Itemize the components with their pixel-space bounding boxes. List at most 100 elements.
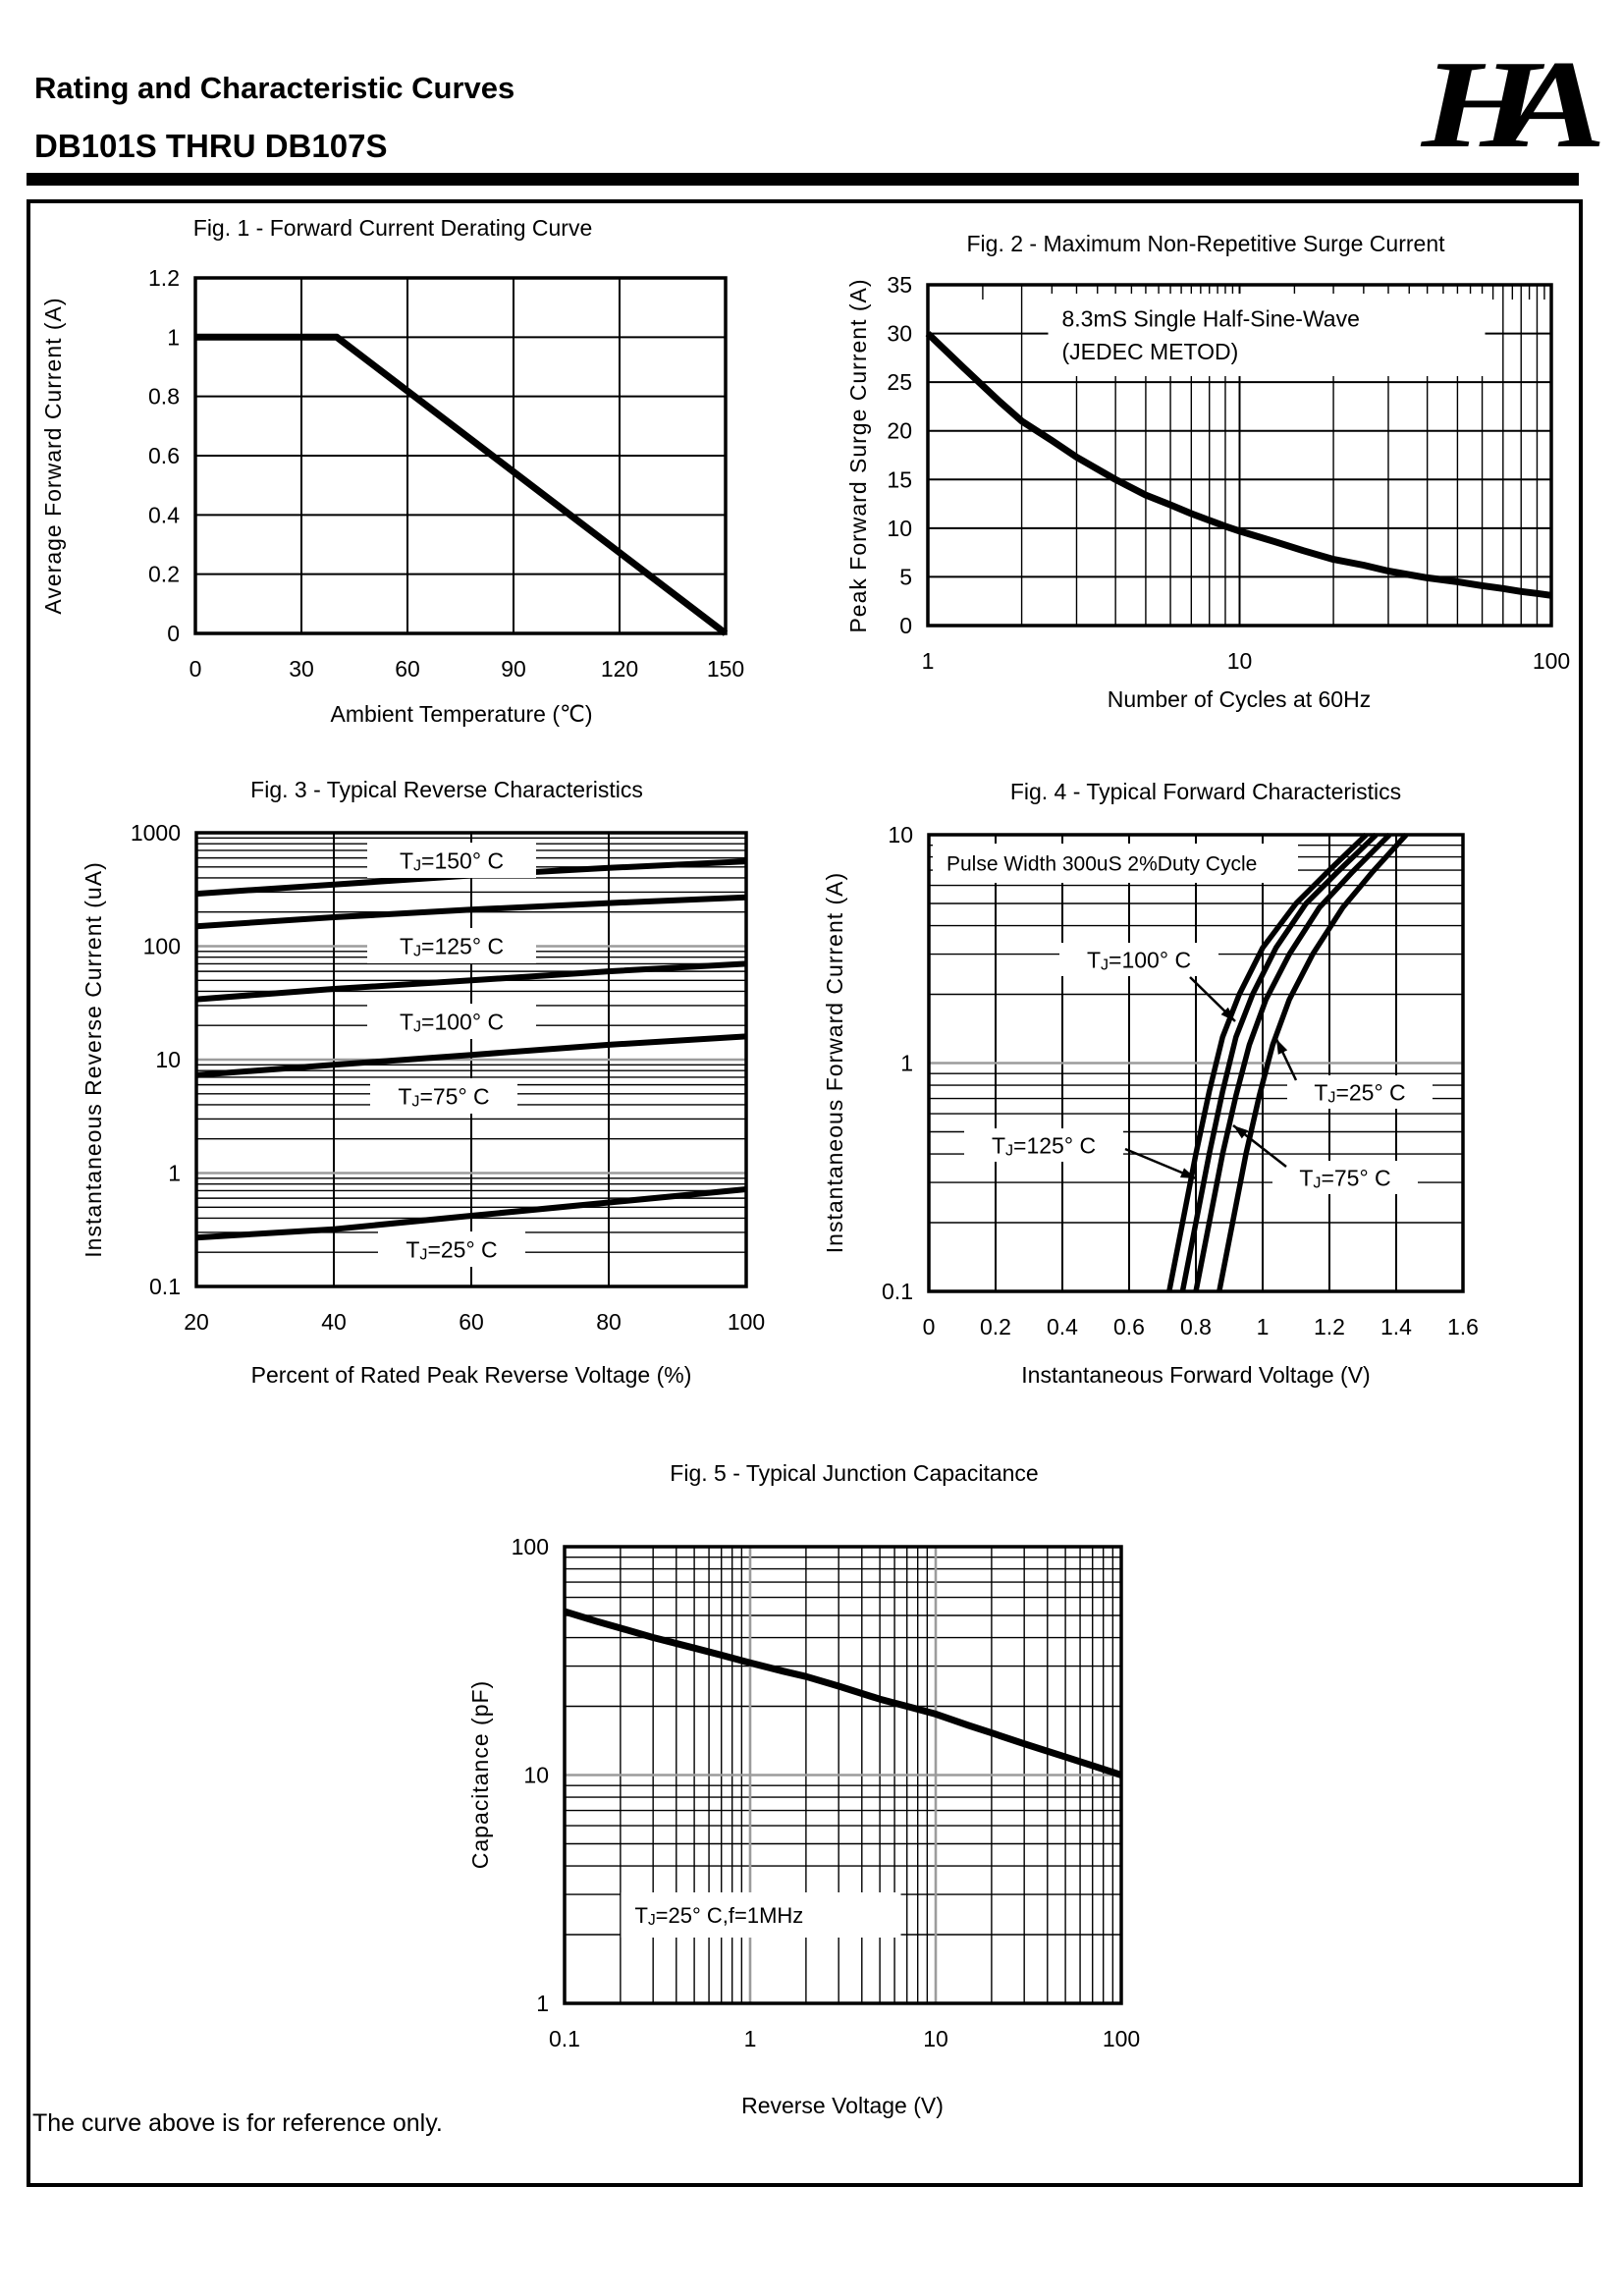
- fig5-x-tick: 100: [1103, 2026, 1140, 2051]
- fig1-y-tick: 0.4: [148, 502, 180, 527]
- figure-fig2: 8.3mS Single Half-Sine-Wave (JEDEC METOD)…: [845, 231, 1570, 712]
- fig4-y-tick: 1: [900, 1051, 913, 1076]
- fig4-curve-label: Pulse Width 300uS 2%Duty Cycle: [947, 853, 1257, 876]
- page-title: Rating and Characteristic Curves: [34, 71, 515, 105]
- fig5-title: Fig. 5 - Typical Junction Capacitance: [670, 1460, 1038, 1486]
- fig4-x-tick: 0.6: [1113, 1314, 1145, 1339]
- fig4-label-box: [964, 1128, 1123, 1162]
- fig1-x-tick: 60: [395, 656, 420, 682]
- fig2-y-tick: 25: [887, 369, 912, 395]
- fig1-x-tick: 30: [289, 656, 314, 682]
- fig1-y-tick: 0.8: [148, 384, 180, 410]
- fig5-plot-border: [563, 1545, 1123, 2005]
- fig4-y-tick: 0.1: [882, 1279, 913, 1304]
- fig3-y-tick: 100: [143, 934, 181, 959]
- fig3-x-tick: 80: [596, 1309, 622, 1335]
- fig3-x-tick: 20: [184, 1309, 209, 1335]
- fig3-curve-label: TJ=100° C: [400, 1009, 504, 1035]
- fig2-y-axis-title: Peak Forward Surge Current (A): [845, 278, 871, 632]
- part-number-range: DB101S THRU DB107S: [34, 128, 388, 164]
- fig4-curve-tj-100: [1179, 833, 1379, 1292]
- fig3-curve-tj-75: [195, 1033, 747, 1078]
- fig3-x-tick: 100: [728, 1309, 765, 1335]
- reference-note: The curve above is for reference only.: [32, 2109, 443, 2137]
- figure-fig3: TJ=150° C TJ=125° C TJ=100° C TJ=75° C TJ=25…: [81, 777, 765, 1388]
- fig4-curve-tj-25: [1217, 833, 1409, 1292]
- fig3-curve-label: TJ=25° C: [406, 1236, 497, 1263]
- fig4-x-tick: 1: [1257, 1314, 1270, 1339]
- fig2-y-tick: 20: [887, 418, 912, 444]
- fig4-curve-label: TJ=100° C: [1087, 947, 1191, 973]
- fig3-label-box: [367, 843, 536, 878]
- fig3-y-tick: 1000: [131, 820, 181, 846]
- fig2-x-axis-title: Number of Cycles at 60Hz: [1108, 686, 1371, 712]
- fig4-curve-label: TJ=125° C: [992, 1132, 1096, 1159]
- fig2-x-tick: 100: [1533, 648, 1570, 674]
- fig4-label-box: [1059, 943, 1218, 976]
- fig2-curve-surge: [925, 331, 1552, 599]
- fig2-plot-border: [926, 283, 1553, 628]
- fig2-curve-label: (JEDEC METOD): [1062, 339, 1239, 364]
- fig4-x-tick: 0.4: [1047, 1314, 1078, 1339]
- fig1-title: Fig. 1 - Forward Current Derating Curve: [193, 215, 592, 241]
- fig1-y-tick: 0.6: [148, 443, 180, 468]
- fig5-x-axis-title: Reverse Voltage (V): [741, 2093, 944, 2118]
- fig2-y-tick: 15: [887, 466, 912, 492]
- fig4-plot-border: [927, 833, 1465, 1293]
- figure-fig1: 0 30 60 90 120 150 0 0.2 0.4 0.6 0.8 1 1.2 Fig. 1 - F…: [40, 215, 744, 727]
- fig3-x-axis-title: Percent of Rated Peak Reverse Voltage (%…: [251, 1362, 692, 1388]
- fig3-curve-label: TJ=150° C: [400, 847, 504, 874]
- fig4-x-tick: 1.6: [1447, 1314, 1479, 1339]
- fig3-curve-tj-125: [195, 894, 747, 930]
- fig2-label-box: [1048, 294, 1486, 376]
- fig3-x-tick: 60: [459, 1309, 484, 1335]
- fig4-curve-label: TJ=25° C: [1314, 1079, 1405, 1106]
- header-divider-bar: [27, 173, 1579, 186]
- fig4-x-tick: 0.2: [980, 1314, 1011, 1339]
- fig3-label-box: [367, 1004, 536, 1039]
- fig4-curve-tj-75: [1193, 833, 1392, 1292]
- fig5-label-box: [621, 1892, 901, 1938]
- fig2-x-tick: 10: [1227, 648, 1253, 674]
- fig5-x-tick: 0.1: [549, 2026, 580, 2051]
- figure-fig4: Pulse Width 300uS 2%Duty Cycle TJ=100° C T…: [822, 779, 1479, 1388]
- fig2-y-tick: 5: [899, 564, 912, 589]
- fig3-curve-tj-25: [195, 1186, 747, 1241]
- fig2-curve-label: 8.3mS Single Half-Sine-Wave: [1062, 306, 1360, 332]
- fig3-plot-border: [194, 831, 748, 1288]
- fig4-label-box: [933, 844, 1298, 883]
- fig1-y-axis-title: Average Forward Current (A): [40, 297, 66, 614]
- fig2-y-tick: 0: [899, 613, 912, 638]
- fig1-x-tick: 120: [601, 656, 638, 682]
- fig4-y-axis-title: Instantaneous Forward Current (A): [822, 872, 847, 1253]
- fig1-x-tick: 150: [707, 656, 744, 682]
- fig3-y-tick: 10: [155, 1047, 181, 1072]
- fig4-curve-label: TJ=75° C: [1299, 1165, 1390, 1191]
- fig4-x-tick: 1.2: [1314, 1314, 1345, 1339]
- fig2-x-tick: 1: [922, 648, 935, 674]
- fig3-y-axis-title: Instantaneous Reverse Current (uA): [81, 861, 106, 1257]
- fig4-x-tick: 0.8: [1180, 1314, 1212, 1339]
- fig1-x-axis-title: Ambient Temperature (℃): [330, 701, 592, 727]
- fig3-x-tick: 40: [321, 1309, 347, 1335]
- fig1-y-tick: 1.2: [148, 265, 180, 291]
- fig3-label-box: [378, 1231, 525, 1267]
- fig1-x-tick: 90: [501, 656, 526, 682]
- fig3-title: Fig. 3 - Typical Reverse Characteristics: [250, 777, 643, 802]
- fig5-y-axis-title: Capacitance (pF): [467, 1680, 493, 1869]
- charts-border-box: [27, 199, 1583, 2187]
- fig2-y-tick: 35: [887, 272, 912, 298]
- fig4-label-box: [1272, 1161, 1418, 1194]
- fig4-x-axis-title: Instantaneous Forward Voltage (V): [1021, 1362, 1370, 1388]
- fig4-label-box: [1287, 1075, 1433, 1109]
- fig2-y-tick: 10: [887, 516, 912, 541]
- fig5-y-tick: 1: [536, 1991, 549, 2016]
- fig5-x-tick: 1: [744, 2026, 757, 2051]
- fig4-x-tick: 1.4: [1380, 1314, 1412, 1339]
- fig5-y-tick: 10: [523, 1763, 549, 1788]
- fig5-y-tick: 100: [512, 1534, 549, 1559]
- fig4-y-tick: 10: [888, 822, 913, 847]
